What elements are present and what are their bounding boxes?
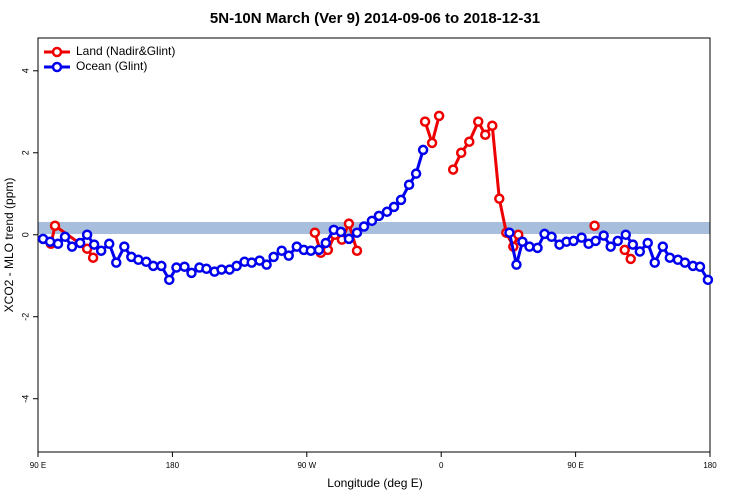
x-tick-label: 180 [166,461,180,470]
x-tick-label: 90 W [297,461,316,470]
point [66,241,78,252]
point [52,238,64,250]
point [156,260,167,272]
point [612,235,623,247]
legend-label: Ocean (Glint) [76,59,147,73]
point [568,235,579,247]
point [447,164,459,175]
point [619,244,630,256]
point [480,129,491,140]
point [381,206,393,218]
x-tick-label: 90 E [30,461,46,470]
point [590,235,601,247]
point [546,231,557,243]
point [679,257,691,268]
x-axis-label: Longitude (deg E) [327,476,422,490]
point [472,116,484,127]
point [403,179,415,190]
y-tick-label: -4 [20,395,30,403]
point [576,232,587,243]
point [395,194,407,206]
x-tick-label: 180 [703,461,717,470]
x-tick-label: 0 [439,461,444,470]
point [268,251,279,263]
point [320,237,332,249]
point [313,244,325,256]
point [148,260,159,272]
point [417,144,429,156]
point [335,226,347,238]
y-tick-label: 0 [20,232,30,237]
point [351,227,363,238]
point [620,229,632,241]
point [634,246,646,257]
point [186,267,197,279]
point [201,263,212,275]
chart-title: 5N-10N March (Ver 9) 2014-09-06 to 2018-… [210,10,540,27]
point [164,274,175,286]
point [309,227,321,238]
point [103,238,115,250]
point [694,261,706,272]
point [598,230,609,241]
point [664,252,676,263]
point [702,274,714,286]
x-tick-label: 90 E [567,461,583,470]
y-axis-label: XCO2 - MLO trend (ppm) [2,178,16,313]
point [649,257,660,268]
point [88,239,100,250]
point [517,236,528,247]
point [388,201,400,213]
point [283,250,294,261]
point [351,245,363,256]
point [455,147,467,159]
point [49,220,61,231]
point [494,193,505,204]
plot-frame [37,37,711,453]
point [487,120,498,131]
point [231,260,242,272]
legend-marker [51,46,63,58]
point [74,237,86,249]
point [426,137,438,149]
point [305,245,317,256]
point [81,229,93,241]
point [261,259,272,270]
legend-marker [51,61,63,73]
point [343,233,355,245]
point [111,257,122,268]
point [511,259,522,270]
point [95,245,107,256]
point [419,116,431,127]
point [179,261,190,272]
point [373,210,385,222]
point [504,227,515,238]
point [358,221,370,232]
y-tick-label: 2 [20,150,30,155]
point [657,241,669,252]
y-tick-label: 4 [20,68,30,73]
point [171,262,182,273]
point [605,241,616,252]
point [343,218,355,229]
point [589,220,600,231]
point [433,110,445,122]
point [216,264,227,275]
point [366,215,378,227]
point [410,168,422,179]
point [524,241,535,252]
point [464,136,475,147]
point [627,239,639,250]
point [59,231,71,243]
point [625,253,636,265]
point [532,242,543,254]
point [119,241,130,252]
point [276,245,287,256]
y-tick-label: -2 [20,313,30,321]
point [642,237,653,249]
legend-label: Land (Nadir&Glint) [76,44,175,58]
point [87,252,99,263]
